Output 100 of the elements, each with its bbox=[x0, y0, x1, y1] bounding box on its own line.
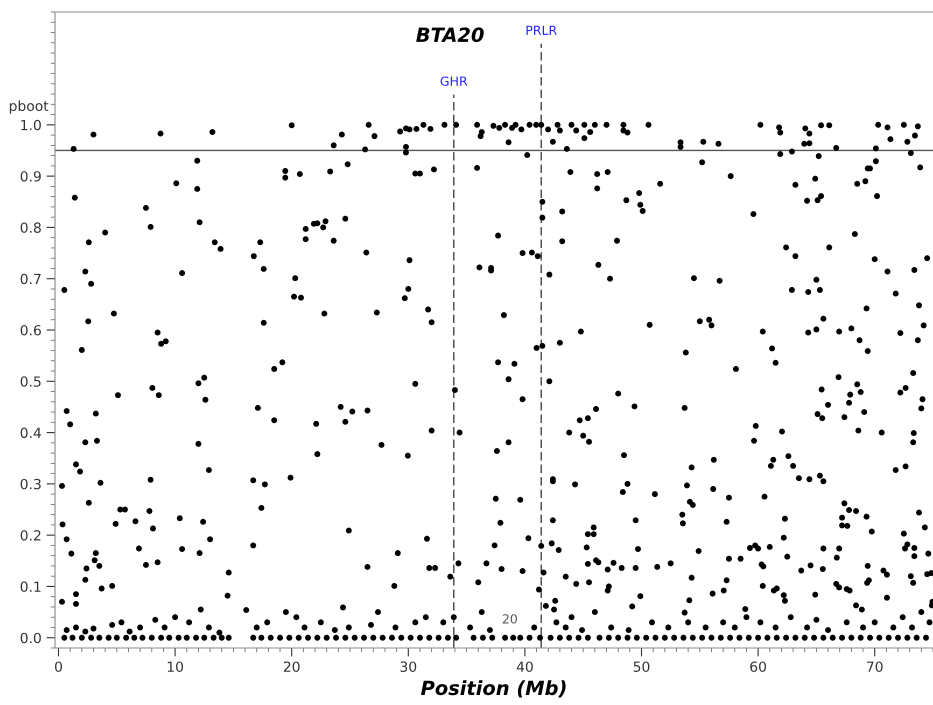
point bbox=[432, 565, 438, 571]
point bbox=[774, 586, 780, 592]
y-tick-label: 0.5 bbox=[20, 376, 41, 387]
point bbox=[928, 570, 933, 576]
point bbox=[417, 170, 423, 177]
point bbox=[710, 590, 716, 597]
y-tick-label: 0.8 bbox=[20, 222, 41, 233]
point bbox=[593, 406, 599, 412]
point bbox=[595, 559, 602, 566]
point bbox=[456, 430, 463, 436]
point bbox=[812, 592, 818, 598]
point bbox=[908, 573, 914, 580]
point bbox=[346, 528, 352, 534]
point bbox=[880, 568, 886, 574]
point bbox=[668, 560, 674, 566]
point bbox=[724, 577, 730, 584]
point bbox=[615, 390, 622, 397]
x-tick-label: 0 bbox=[54, 661, 62, 672]
point bbox=[73, 600, 79, 607]
point bbox=[632, 565, 639, 571]
point bbox=[342, 216, 348, 222]
point bbox=[682, 610, 688, 616]
point bbox=[726, 556, 732, 562]
point bbox=[453, 122, 460, 128]
point bbox=[686, 597, 692, 604]
point bbox=[766, 544, 773, 550]
point bbox=[321, 310, 328, 317]
y-tick-label: 0.1 bbox=[20, 581, 41, 592]
point bbox=[595, 262, 602, 268]
point bbox=[378, 442, 384, 448]
point bbox=[98, 586, 105, 592]
point bbox=[587, 129, 594, 135]
point bbox=[406, 126, 412, 132]
point bbox=[426, 565, 432, 571]
y-tick-label: 0.3 bbox=[20, 478, 41, 490]
point bbox=[623, 197, 630, 204]
point bbox=[866, 577, 872, 584]
point bbox=[621, 452, 627, 458]
point bbox=[391, 582, 398, 589]
x-tick-label: 50 bbox=[634, 661, 650, 672]
point bbox=[424, 536, 430, 542]
point bbox=[808, 562, 814, 568]
point bbox=[820, 566, 826, 572]
point bbox=[742, 606, 748, 612]
point bbox=[406, 257, 412, 264]
point bbox=[614, 238, 620, 244]
point bbox=[760, 582, 766, 589]
text: BTA20 bbox=[416, 27, 484, 42]
point bbox=[425, 306, 432, 312]
point bbox=[338, 404, 344, 410]
point bbox=[96, 562, 102, 569]
point bbox=[688, 574, 695, 581]
point bbox=[836, 546, 842, 552]
ref-line-label: PRLR bbox=[526, 26, 557, 35]
point bbox=[366, 122, 372, 128]
point bbox=[146, 508, 152, 514]
point bbox=[363, 250, 370, 256]
point bbox=[798, 568, 804, 574]
point bbox=[412, 380, 418, 387]
point bbox=[452, 387, 458, 393]
point bbox=[349, 408, 356, 414]
point bbox=[620, 489, 626, 496]
point bbox=[154, 559, 161, 566]
point bbox=[344, 161, 351, 168]
point bbox=[179, 546, 186, 552]
point bbox=[82, 576, 88, 583]
point bbox=[403, 144, 409, 150]
point bbox=[397, 128, 404, 134]
point bbox=[374, 310, 380, 316]
point bbox=[581, 122, 588, 128]
x-tick-label: 20 bbox=[284, 661, 300, 672]
point bbox=[884, 594, 890, 601]
point bbox=[604, 588, 611, 594]
point bbox=[92, 550, 99, 556]
point bbox=[760, 564, 766, 570]
point bbox=[330, 238, 337, 244]
point bbox=[853, 602, 859, 608]
point bbox=[442, 122, 448, 128]
point bbox=[447, 574, 454, 580]
point bbox=[364, 408, 370, 414]
point bbox=[431, 166, 437, 172]
point bbox=[629, 604, 636, 610]
point bbox=[592, 122, 598, 128]
point bbox=[320, 224, 326, 230]
point bbox=[109, 582, 116, 589]
point bbox=[618, 565, 625, 571]
point bbox=[594, 171, 600, 178]
point bbox=[243, 607, 250, 613]
point bbox=[864, 562, 871, 569]
point bbox=[746, 545, 753, 551]
point bbox=[654, 564, 660, 570]
point bbox=[207, 536, 214, 542]
point bbox=[394, 550, 401, 556]
point bbox=[604, 566, 611, 572]
y-tick-label: 0.4 bbox=[20, 428, 42, 438]
point bbox=[836, 584, 842, 590]
point bbox=[637, 593, 644, 600]
point bbox=[196, 550, 203, 556]
y-axis-title: pboot bbox=[10, 100, 48, 114]
point bbox=[624, 130, 630, 136]
